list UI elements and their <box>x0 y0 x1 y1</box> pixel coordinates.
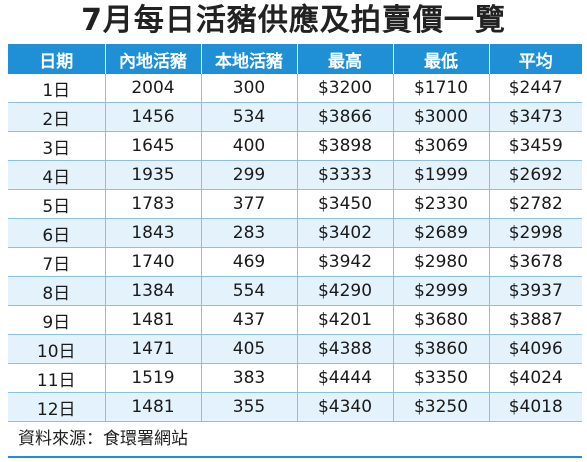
table-row: 9日 1481 437 $4201 $3680 $3887 <box>8 305 582 335</box>
cell-highest: $3866 <box>297 102 394 132</box>
table-row: 5日 1783 377 $3450 $2330 $2782 <box>8 189 582 219</box>
cell-lowest: $3680 <box>393 305 490 335</box>
cell-date: 1日 <box>8 74 106 103</box>
table-row: 4日 1935 299 $3333 $1999 $2692 <box>8 160 582 190</box>
column-header-mainland-pigs: 內地活豬 <box>105 44 202 74</box>
table-row: 3日 1645 400 $3898 $3069 $3459 <box>8 131 582 161</box>
cell-lowest: $1999 <box>393 160 490 190</box>
cell-local-pigs: 300 <box>201 74 298 103</box>
cell-highest: $3200 <box>297 74 394 103</box>
table-row: 12日 1481 355 $4340 $3250 $4018 <box>8 392 582 422</box>
cell-date: 12日 <box>8 392 106 422</box>
cell-date: 7日 <box>8 247 106 277</box>
cell-highest: $3333 <box>297 160 394 190</box>
cell-lowest: $3000 <box>393 102 490 132</box>
cell-local-pigs: 299 <box>201 160 298 190</box>
cell-average: $3937 <box>489 276 582 306</box>
column-header-date: 日期 <box>8 44 106 74</box>
cell-mainland-pigs: 1456 <box>105 102 202 132</box>
column-header-highest: 最高 <box>297 44 394 74</box>
cell-highest: $4444 <box>297 363 394 393</box>
cell-mainland-pigs: 1519 <box>105 363 202 393</box>
cell-mainland-pigs: 1740 <box>105 247 202 277</box>
cell-highest: $4201 <box>297 305 394 335</box>
cell-lowest: $3860 <box>393 334 490 364</box>
cell-lowest: $2980 <box>393 247 490 277</box>
cell-lowest: $1710 <box>393 74 490 103</box>
cell-date: 2日 <box>8 102 106 132</box>
cell-mainland-pigs: 1384 <box>105 276 202 306</box>
cell-highest: $3898 <box>297 131 394 161</box>
cell-date: 3日 <box>8 131 106 161</box>
cell-average: $2782 <box>489 189 582 219</box>
cell-local-pigs: 437 <box>201 305 298 335</box>
cell-average: $4018 <box>489 392 582 422</box>
cell-lowest: $3350 <box>393 363 490 393</box>
cell-local-pigs: 405 <box>201 334 298 364</box>
table-row: 2日 1456 534 $3866 $3000 $3473 <box>8 102 582 132</box>
table-body: 1日 2004 300 $3200 $1710 $2447 2日 1456 534 $3866 $3… <box>8 74 582 422</box>
cell-local-pigs: 554 <box>201 276 298 306</box>
page-title: 7月每日活豬供應及拍賣價一覽 <box>81 3 506 38</box>
price-table: 日期 內地活豬 本地活豬 最高 最低 平均 1日 2004 300 $3200 $171… <box>8 44 582 422</box>
table-row: 7日 1740 469 $3942 $2980 $3678 <box>8 247 582 277</box>
cell-mainland-pigs: 2004 <box>105 74 202 103</box>
cell-mainland-pigs: 1935 <box>105 160 202 190</box>
divider <box>8 456 582 458</box>
cell-average: $2447 <box>489 74 582 103</box>
cell-date: 4日 <box>8 160 106 190</box>
cell-highest: $4290 <box>297 276 394 306</box>
cell-mainland-pigs: 1471 <box>105 334 202 364</box>
cell-mainland-pigs: 1481 <box>105 305 202 335</box>
cell-highest: $3402 <box>297 218 394 248</box>
cell-average: $2692 <box>489 160 582 190</box>
cell-date: 9日 <box>8 305 106 335</box>
cell-local-pigs: 534 <box>201 102 298 132</box>
table-row: 10日 1471 405 $4388 $3860 $4096 <box>8 334 582 364</box>
table-row: 11日 1519 383 $4444 $3350 $4024 <box>8 363 582 393</box>
cell-date: 10日 <box>8 334 106 364</box>
cell-highest: $3942 <box>297 247 394 277</box>
table-header-row: 日期 內地活豬 本地活豬 最高 最低 平均 <box>8 44 582 74</box>
cell-lowest: $3250 <box>393 392 490 422</box>
cell-local-pigs: 469 <box>201 247 298 277</box>
source-note: 資料來源：食環署網站 <box>18 429 188 449</box>
cell-average: $4024 <box>489 363 582 393</box>
table-row: 8日 1384 554 $4290 $2999 $3937 <box>8 276 582 306</box>
column-header-lowest: 最低 <box>393 44 490 74</box>
cell-mainland-pigs: 1843 <box>105 218 202 248</box>
cell-local-pigs: 283 <box>201 218 298 248</box>
cell-highest: $4388 <box>297 334 394 364</box>
cell-local-pigs: 355 <box>201 392 298 422</box>
table-row: 6日 1843 283 $3402 $2689 $2998 <box>8 218 582 248</box>
cell-local-pigs: 377 <box>201 189 298 219</box>
cell-lowest: $2999 <box>393 276 490 306</box>
cell-highest: $4340 <box>297 392 394 422</box>
cell-date: 5日 <box>8 189 106 219</box>
cell-date: 11日 <box>8 363 106 393</box>
cell-lowest: $2689 <box>393 218 490 248</box>
column-header-local-pigs: 本地活豬 <box>201 44 298 74</box>
cell-average: $3459 <box>489 131 582 161</box>
cell-local-pigs: 383 <box>201 363 298 393</box>
cell-date: 8日 <box>8 276 106 306</box>
cell-mainland-pigs: 1481 <box>105 392 202 422</box>
cell-date: 6日 <box>8 218 106 248</box>
cell-average: $3887 <box>489 305 582 335</box>
table-row: 1日 2004 300 $3200 $1710 $2447 <box>8 74 582 103</box>
cell-mainland-pigs: 1783 <box>105 189 202 219</box>
cell-lowest: $2330 <box>393 189 490 219</box>
cell-mainland-pigs: 1645 <box>105 131 202 161</box>
cell-average: $2998 <box>489 218 582 248</box>
cell-average: $3473 <box>489 102 582 132</box>
cell-local-pigs: 400 <box>201 131 298 161</box>
cell-average: $3678 <box>489 247 582 277</box>
cell-lowest: $3069 <box>393 131 490 161</box>
cell-highest: $3450 <box>297 189 394 219</box>
cell-average: $4096 <box>489 334 582 364</box>
column-header-average: 平均 <box>489 44 582 74</box>
